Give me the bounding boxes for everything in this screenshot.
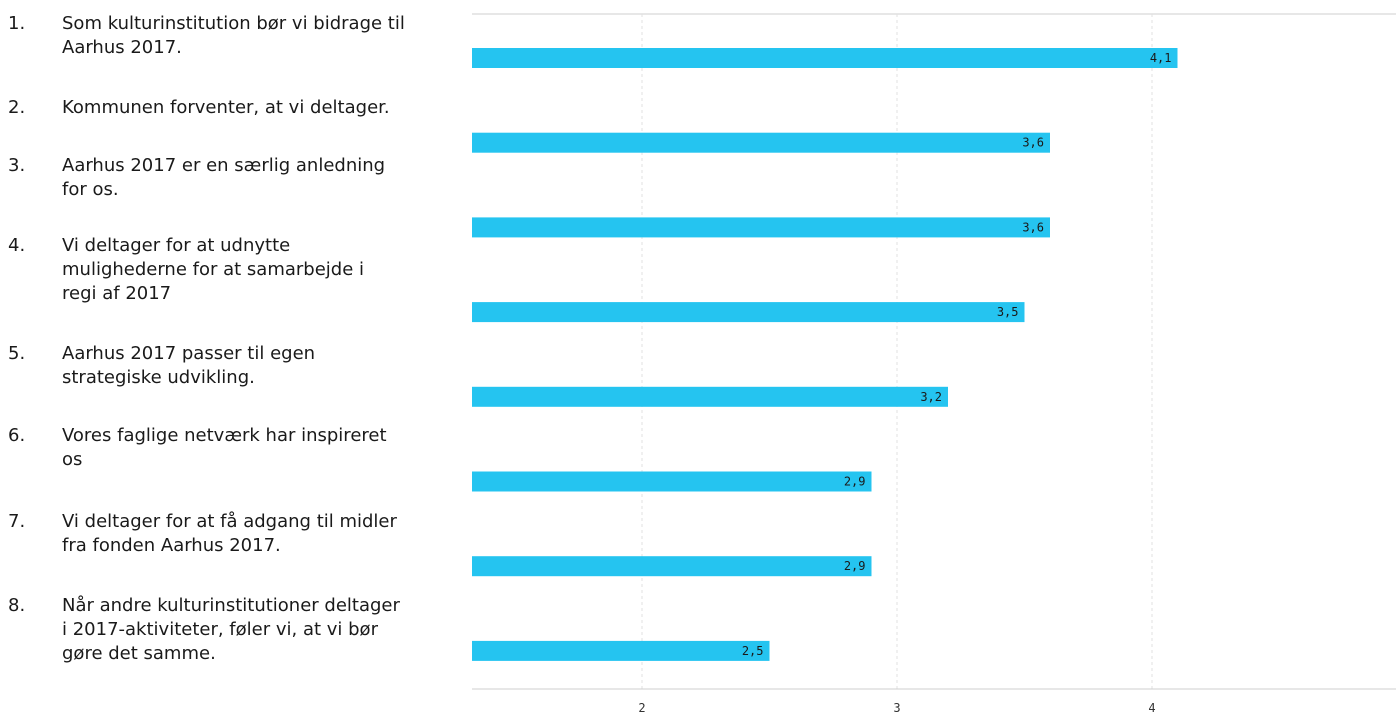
bar (472, 217, 1050, 238)
statement-text: Vi deltager for at få adgang til midler f… (62, 510, 462, 558)
statement-text: Vores faglige netværk har inspireret os (62, 424, 462, 472)
statement-line: Kommunen forventer, at vi deltager. (62, 97, 390, 118)
statement-list: 1. Som kulturinstitution bør vi bidrage t… (0, 0, 470, 713)
statement-line: for os. (62, 179, 119, 200)
statement-line: Vi deltager for at få adgang til midler (62, 511, 397, 532)
bar (472, 132, 1050, 153)
data-label: 3,6 (1022, 136, 1044, 150)
bar (472, 48, 1178, 68)
statement-line: i 2017-aktiviteter, føler vi, at vi bør (62, 619, 378, 640)
statement-item: 3. Aarhus 2017 er en særlig anledning for … (0, 154, 462, 202)
statement-number: 5. (8, 343, 26, 364)
data-label: 3,5 (997, 305, 1019, 319)
statement-number: 8. (8, 595, 26, 616)
statement-line: gøre det samme. (62, 643, 216, 664)
statement-number: 7. (8, 511, 26, 532)
statement-line: Vi deltager for at udnytte (62, 235, 291, 256)
data-label: 4,1 (1150, 51, 1172, 65)
statement-text: Kommunen forventer, at vi deltager. (62, 96, 462, 120)
statement-line: fra fonden Aarhus 2017. (62, 535, 281, 556)
statement-item: 4. Vi deltager for at udnytte mulighederne… (0, 234, 462, 306)
bar (472, 302, 1025, 323)
statement-number: 2. (8, 97, 26, 118)
statement-line: regi af 2017 (62, 283, 172, 304)
statement-item: 7. Vi deltager for at få adgang til midle… (0, 510, 462, 558)
x-tick-label: 2 (638, 701, 645, 713)
data-label: 2,9 (844, 559, 866, 573)
statement-number: 1. (8, 13, 26, 34)
statement-line: Når andre kulturinstitutioner deltager (62, 595, 400, 616)
statement-line: strategiske udvikling. (62, 367, 255, 388)
data-label: 3,6 (1022, 220, 1044, 234)
x-tick-label: 3 (893, 701, 900, 713)
statement-line: mulighederne for at samarbejde i (62, 259, 365, 280)
statement-line: Aarhus 2017 er en særlig anledning (62, 155, 386, 176)
bar (472, 640, 770, 661)
bar (472, 471, 872, 492)
statement-item: 8. Når andre kulturinstitutioner deltager… (0, 594, 462, 666)
statement-text: Aarhus 2017 er en særlig anledning for os… (62, 154, 462, 202)
statement-text: Som kulturinstitution bør vi bidrage til… (62, 12, 462, 60)
data-label: 2,9 (844, 475, 866, 489)
data-label: 3,2 (920, 390, 942, 404)
statement-line: Aarhus 2017. (62, 37, 182, 58)
statement-line: Som kulturinstitution bør vi bidrage til (62, 13, 405, 34)
statement-item: 6. Vores faglige netværk har inspireret os (0, 424, 462, 472)
statement-text: Aarhus 2017 passer til egen strategiske u… (62, 342, 462, 390)
statement-number: 6. (8, 425, 26, 446)
bar (472, 386, 948, 407)
statement-item: 5. Aarhus 2017 passer til egen strategiske… (0, 342, 462, 390)
statement-number: 4. (8, 235, 26, 256)
x-tick-label: 4 (1148, 701, 1155, 713)
statement-item: 2. Kommunen forventer, at vi deltager. (0, 96, 462, 120)
statement-line: Aarhus 2017 passer til egen (62, 343, 316, 364)
statement-line: os (62, 449, 83, 470)
statement-item: 1. Som kulturinstitution bør vi bidrage t… (0, 12, 462, 60)
data-label: 2,5 (742, 644, 764, 658)
statement-text: Vi deltager for at udnytte mulighederne f… (62, 234, 462, 306)
statement-number: 3. (8, 155, 26, 176)
statement-text: Når andre kulturinstitutioner deltager i … (62, 594, 462, 666)
statement-line: Vores faglige netværk har inspireret (62, 425, 387, 446)
bar (472, 556, 872, 577)
